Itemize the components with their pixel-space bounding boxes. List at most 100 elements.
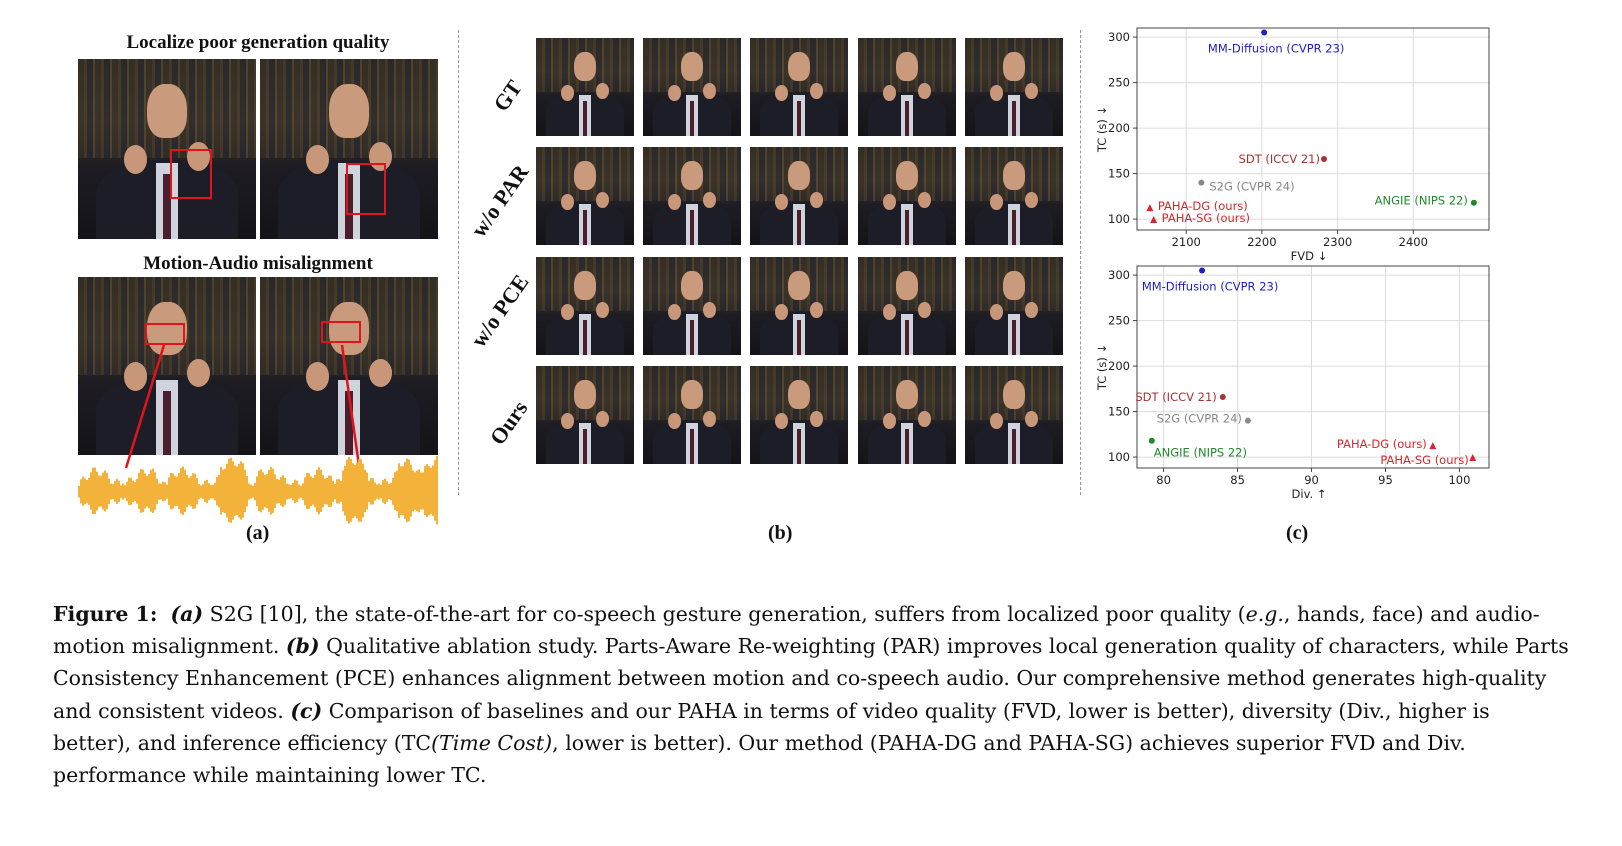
data-label: ANGIE (NIPS 22): [1154, 446, 1247, 460]
plot-frame: [1136, 27, 1490, 231]
x-axis-label: Div. ↑: [1292, 487, 1327, 501]
video-frame-r3-c3: [750, 257, 848, 355]
y-tick-label: 100: [1108, 450, 1130, 464]
caption-eg: e.g.: [1245, 602, 1284, 626]
video-frame-r2-c2: [643, 147, 741, 245]
data-point-sdt-iccv-21-: [1320, 156, 1327, 163]
row-label-ours: Ours: [484, 396, 533, 450]
data-label: MM-Diffusion (CVPR 23): [1208, 42, 1345, 56]
caption-c-text: Comparison of baselines and our PAHA in …: [53, 698, 1490, 755]
data-point-angie-nips-22-: [1470, 199, 1477, 206]
data-point-paha-dg-ours-: [1429, 442, 1437, 450]
data-point-sdt-iccv-21-: [1219, 394, 1226, 401]
data-label: PAHA-SG (ours): [1380, 453, 1468, 467]
y-tick-label: 250: [1108, 76, 1130, 90]
data-point-mm-diffusion-cvpr-23-: [1199, 267, 1206, 274]
data-label: MM-Diffusion (CVPR 23): [1142, 280, 1279, 294]
video-frame-r2-c3: [750, 147, 848, 245]
x-tick-label: 90: [1304, 473, 1319, 487]
data-label: S2G (CVPR 24): [1157, 412, 1242, 426]
video-frame-r4-c4: [858, 366, 956, 464]
audio-waveform: [78, 344, 438, 525]
x-tick-label: 100: [1448, 473, 1470, 487]
data-label: SDT (ICCV 21): [1239, 152, 1320, 166]
video-frame-r2-c5: [965, 147, 1063, 245]
panel-a-frame-4: [260, 277, 438, 455]
caption-a-text: S2G [10], the state-of-the-art for co-sp…: [203, 602, 1246, 626]
chart-fvd-vs-tc: 2100 2200 2300 2400 100 150 200 250 300 FVD ↓ TC (…: [1095, 27, 1490, 263]
figure-caption: Figure 1: (a) S2G [10], the state-of-the…: [53, 598, 1573, 791]
y-tick-label: 300: [1108, 30, 1130, 44]
hand-highlight-box: [346, 163, 386, 215]
panel-c-label: (c): [1286, 522, 1309, 544]
video-frame-r3-c4: [858, 257, 956, 355]
video-frame-r1-c3: [750, 38, 848, 136]
video-frame-r3-c5: [965, 257, 1063, 355]
panel-a-frame-2: [260, 59, 438, 239]
y-tick-label: 250: [1108, 314, 1130, 328]
caption-figure-number: Figure 1:: [53, 602, 158, 626]
data-point-angie-nips-22-: [1148, 437, 1155, 444]
y-tick-label: 300: [1108, 268, 1130, 282]
caption-a-tag: (a): [170, 602, 204, 626]
data-point-s2g-cvpr-24-: [1244, 417, 1251, 424]
y-tick-label: 200: [1108, 121, 1130, 135]
video-frame-r4-c5: [965, 366, 1063, 464]
mouth-highlight-box: [321, 321, 361, 343]
caption-c-text2: , lower is better). Our method (PAHA-DG …: [53, 730, 1466, 788]
video-frame-r1-c1: [536, 38, 634, 136]
caption-a-text2: , hands, face) and audio-motion misalign…: [53, 602, 1540, 659]
data-point-paha-sg-ours-: [1469, 453, 1477, 461]
panel-a-title-bottom: Motion-Audio misalignment: [143, 253, 373, 274]
y-tick-label: 150: [1108, 405, 1130, 419]
video-frame-r1-c5: [965, 38, 1063, 136]
data-label: PAHA-DG (ours): [1158, 199, 1248, 213]
y-tick-label: 150: [1108, 167, 1130, 181]
data-label: PAHA-SG (ours): [1162, 211, 1250, 225]
data-point-s2g-cvpr-24-: [1198, 179, 1205, 186]
y-axis-label: TC (s) ↓: [1095, 344, 1109, 391]
caption-c-tag: (c): [290, 698, 323, 723]
hand-highlight-box: [170, 149, 212, 199]
video-frame-r1-c2: [643, 38, 741, 136]
caption-b-tag: (b): [285, 634, 320, 659]
x-tick-label: 2100: [1172, 235, 1201, 249]
video-frame-r1-c4: [858, 38, 956, 136]
chart-div-vs-tc: 80 85 90 95 100 100 150 200 250 300 Div. ↑ TC (s) ↓…: [1095, 265, 1490, 501]
divider-line: [1080, 30, 1081, 495]
caption-tc-italic: (Time Cost): [431, 730, 553, 755]
data-point-paha-dg-ours-: [1146, 204, 1154, 212]
mouth-highlight-box: [145, 323, 185, 345]
data-label: SDT (ICCV 21): [1135, 390, 1216, 404]
y-tick-label: 100: [1108, 212, 1130, 226]
data-point-mm-diffusion-cvpr-23-: [1261, 29, 1268, 36]
x-tick-label: 2200: [1247, 235, 1276, 249]
video-frame-r4-c2: [643, 366, 741, 464]
x-tick-label: 95: [1378, 473, 1393, 487]
data-label: PAHA-DG (ours): [1337, 437, 1427, 451]
caption-b-text: Qualitative ablation study. Parts-Aware …: [53, 634, 1569, 723]
row-label-wo-pce: w/o PCE: [465, 269, 534, 352]
video-frame-r3-c2: [643, 257, 741, 355]
data-label: ANGIE (NIPS 22): [1375, 194, 1468, 208]
divider-line: [458, 30, 459, 495]
row-label-wo-par: w/o PAR: [465, 159, 534, 242]
y-tick-label: 200: [1108, 359, 1130, 373]
video-frame-r4-c3: [750, 366, 848, 464]
plot-frame: [1136, 265, 1490, 469]
x-axis-label: FVD ↓: [1291, 249, 1328, 263]
data-point-paha-sg-ours-: [1150, 215, 1158, 223]
panel-a-label: (a): [246, 522, 270, 544]
x-tick-label: 85: [1230, 473, 1245, 487]
x-tick-label: 2300: [1323, 235, 1352, 249]
panel-a-frame-1: [78, 59, 256, 239]
video-frame-r2-c1: [536, 147, 634, 245]
video-frame-r2-c4: [858, 147, 956, 245]
x-tick-label: 80: [1156, 473, 1171, 487]
panel-a-frame-3: [78, 277, 256, 455]
video-frame-r3-c1: [536, 257, 634, 355]
y-axis-label: TC (s) ↓: [1095, 106, 1109, 153]
row-label-gt: GT: [488, 75, 527, 116]
video-frame-r4-c1: [536, 366, 634, 464]
data-label: S2G (CVPR 24): [1209, 180, 1294, 194]
